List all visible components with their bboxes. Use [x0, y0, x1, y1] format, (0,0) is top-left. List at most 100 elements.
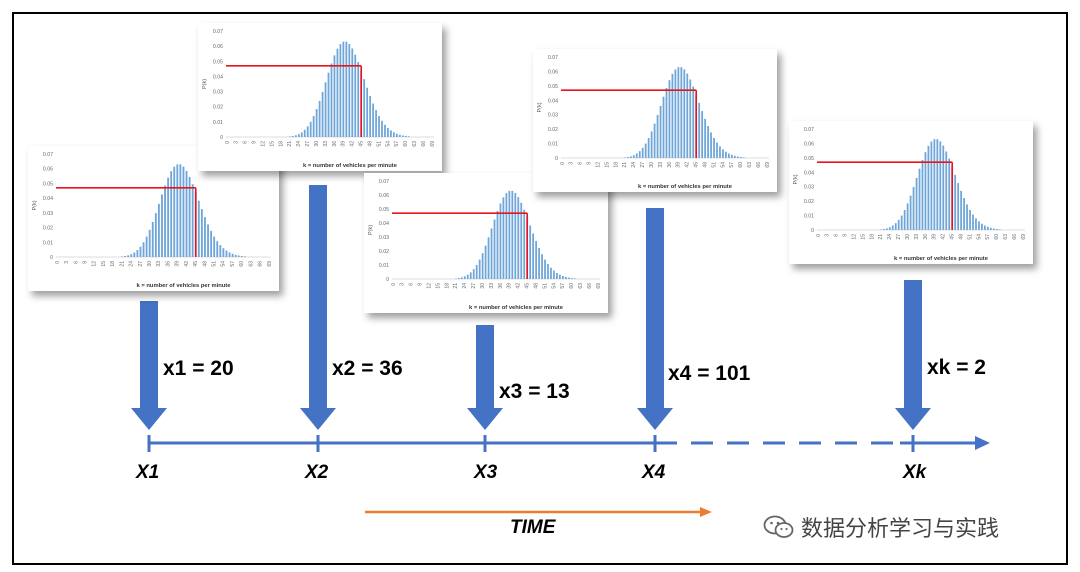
histogram-bar	[136, 250, 139, 257]
x-tick-label: 9	[418, 283, 424, 286]
histogram-bar	[375, 110, 377, 137]
histogram-bar	[300, 132, 303, 137]
y-tick-label: 0.04	[548, 98, 558, 104]
histogram-k: P(k)00.010.020.030.040.050.060.070 3 6 9 12 1…	[793, 127, 1027, 262]
y-tick-label: 0.03	[804, 185, 814, 191]
x-tick-label: 24	[129, 261, 135, 267]
histogram-bar	[983, 225, 986, 230]
x-tick-label: 39	[341, 141, 347, 147]
histogram-bar	[638, 151, 641, 158]
histogram-bar	[680, 67, 683, 158]
y-axis-label: P(k)	[202, 79, 208, 89]
histogram-bar	[653, 123, 656, 158]
histogram-bar	[157, 203, 160, 257]
x-tick-label: 54	[551, 283, 557, 289]
x-tick-label: 0	[560, 162, 566, 165]
histogram-bar	[736, 156, 739, 158]
histogram-bar	[665, 87, 668, 158]
histogram-bar	[623, 157, 626, 158]
histogram-bar	[188, 176, 191, 257]
x-tick-label: 60	[403, 141, 409, 147]
x-tick-label: 27	[305, 141, 311, 147]
y-tick-label: 0.05	[379, 207, 389, 213]
histogram-bar	[556, 272, 558, 279]
histogram-bar	[466, 274, 469, 279]
x-tick-label: 63	[578, 283, 584, 289]
x-axis-label: k = number of vehicles per minute	[303, 163, 398, 169]
histogram-bar	[330, 63, 333, 137]
down-arrow-2	[300, 185, 336, 430]
x-tick-label: 15	[435, 283, 441, 289]
histogram-bar	[170, 171, 173, 257]
x-tick-label: 69	[596, 283, 602, 289]
y-tick-label: 0	[50, 255, 53, 261]
y-tick-label: 0.07	[213, 29, 223, 35]
x-tick-label: 24	[887, 234, 893, 240]
x-tick-label: 12	[426, 283, 432, 289]
histogram-bar	[407, 136, 410, 137]
x-tick-label: 27	[640, 162, 646, 168]
y-tick-label: 0.01	[213, 120, 223, 126]
x-tick-label: 63	[1003, 234, 1009, 240]
x-tick-label: 57	[394, 141, 400, 147]
y-tick-label: 0.06	[548, 69, 558, 75]
histogram-bar	[963, 198, 965, 230]
histogram-bar	[722, 149, 724, 158]
x-tick-label: 21	[622, 162, 628, 168]
x-tick-label: 39	[507, 283, 513, 289]
y-tick-label: 0.02	[43, 226, 53, 232]
histogram-bar	[656, 115, 659, 158]
histogram-bar	[954, 174, 957, 230]
histogram-bar	[342, 41, 345, 137]
x-tick-label: 60	[738, 162, 744, 168]
time-point-X2: X2	[305, 462, 329, 483]
x-tick-label: 6	[409, 283, 415, 286]
x-tick-label: 45	[694, 162, 700, 168]
y-tick-label: 0.07	[43, 152, 53, 158]
histogram-bar	[710, 132, 712, 158]
y-tick-label: 0.06	[379, 193, 389, 199]
histogram-bar	[632, 155, 635, 158]
histogram-bar	[321, 91, 324, 137]
histogram-bar	[674, 69, 677, 158]
x-tick-label: 6	[578, 162, 584, 165]
x-tick-label: 15	[860, 234, 866, 240]
x-tick-label: 18	[869, 234, 875, 240]
x-tick-label: 45	[525, 283, 531, 289]
chart-card-4: P(k) 0 0.01 0.02 0.03 0.04 0.05 0.06 0.07 0 3 6 9 12 1…	[533, 49, 777, 192]
y-tick-label: 0.01	[43, 240, 53, 246]
histogram-bar	[294, 135, 297, 137]
histogram-bar	[204, 217, 206, 257]
wechat-icon	[763, 515, 794, 538]
x-tick-label: 12	[851, 234, 857, 240]
y-axis-label: P(k)	[537, 102, 543, 112]
histogram-bar	[124, 256, 127, 257]
y-tick-label: 0.05	[213, 59, 223, 65]
histogram-bar	[398, 134, 401, 137]
histogram-bar	[207, 224, 209, 257]
down-arrow-1	[131, 301, 167, 430]
x-tick-label: 60	[239, 261, 245, 267]
y-axis-label: P(k)	[32, 200, 38, 210]
x-tick-label: 0	[816, 234, 822, 237]
histogram-bar	[567, 277, 570, 279]
histogram-bar	[647, 138, 650, 158]
histogram-bar	[933, 139, 936, 230]
histogram-bar	[520, 202, 523, 279]
x-axis-label: k = number of vehicles per minute	[894, 256, 989, 262]
histogram-bar	[303, 129, 306, 137]
x-tick-label: 12	[595, 162, 601, 168]
histogram-bar	[127, 255, 130, 257]
down-arrows	[131, 185, 931, 430]
x-tick-label: 18	[110, 261, 116, 267]
y-tick-label: 0.07	[548, 55, 558, 61]
histogram-bar	[936, 139, 939, 230]
histogram-bar	[481, 253, 484, 279]
histogram-bar	[231, 253, 234, 257]
histogram-bar	[222, 248, 225, 257]
histogram-bar	[237, 255, 240, 257]
histogram-bar	[701, 111, 704, 158]
x-tick-label: 3	[569, 162, 575, 165]
histogram-bar	[992, 228, 995, 230]
